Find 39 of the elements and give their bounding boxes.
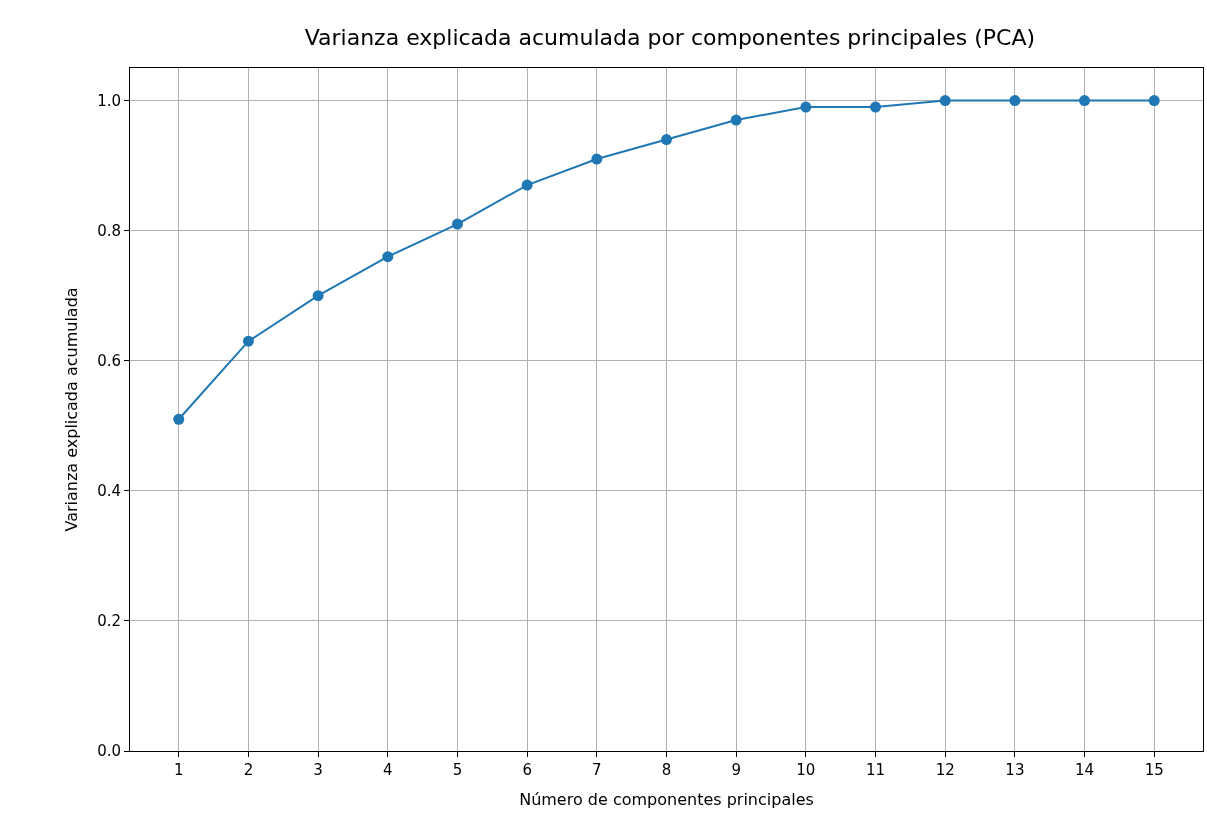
- y-tick-label: 0.6: [97, 351, 121, 370]
- point: [382, 251, 394, 263]
- point: [1009, 95, 1021, 107]
- y-tick-label: 0.4: [97, 482, 121, 501]
- x-tick-label: 3: [313, 761, 323, 779]
- point: [173, 413, 185, 425]
- y-tick-label: 0.2: [97, 612, 121, 631]
- point: [730, 114, 742, 126]
- y-tick-label: 0.8: [97, 221, 121, 240]
- point: [521, 179, 533, 191]
- point: [661, 134, 672, 146]
- x-tick-label: 4: [383, 761, 393, 779]
- point: [242, 335, 254, 347]
- chart-title: Varianza explicada acumulada por componentes principales (PCA): [304, 24, 1036, 50]
- x-tick-label: 6: [522, 761, 532, 779]
- x-tick-label: 15: [1144, 761, 1164, 779]
- x-tick-label: 13: [1005, 761, 1025, 779]
- x-tick-label: 10: [796, 761, 816, 779]
- point: [591, 153, 603, 165]
- x-tick-label: 7: [592, 761, 602, 779]
- point: [312, 290, 324, 302]
- x-axis-title: Número de componentes principales: [519, 789, 814, 809]
- x-tick-label: 9: [731, 761, 741, 779]
- point: [1079, 95, 1091, 107]
- point: [800, 101, 812, 113]
- point: [939, 95, 951, 107]
- y-axis-title: Varianza explicada acumulada: [62, 287, 82, 532]
- y-tick-label: 0.0: [97, 742, 121, 761]
- x-tick-label: 8: [661, 761, 672, 779]
- x-tick-label: 12: [935, 761, 955, 779]
- x-tick-label: 2: [243, 761, 254, 779]
- point: [451, 218, 463, 230]
- x-tick-label: 11: [865, 761, 886, 779]
- point: [1148, 95, 1160, 107]
- x-tick-label: 1: [174, 761, 184, 779]
- x-tick-label: 5: [452, 761, 463, 779]
- point: [870, 101, 882, 113]
- x-tick-label: 14: [1075, 761, 1095, 779]
- y-tick-label: 1.0: [97, 91, 121, 110]
